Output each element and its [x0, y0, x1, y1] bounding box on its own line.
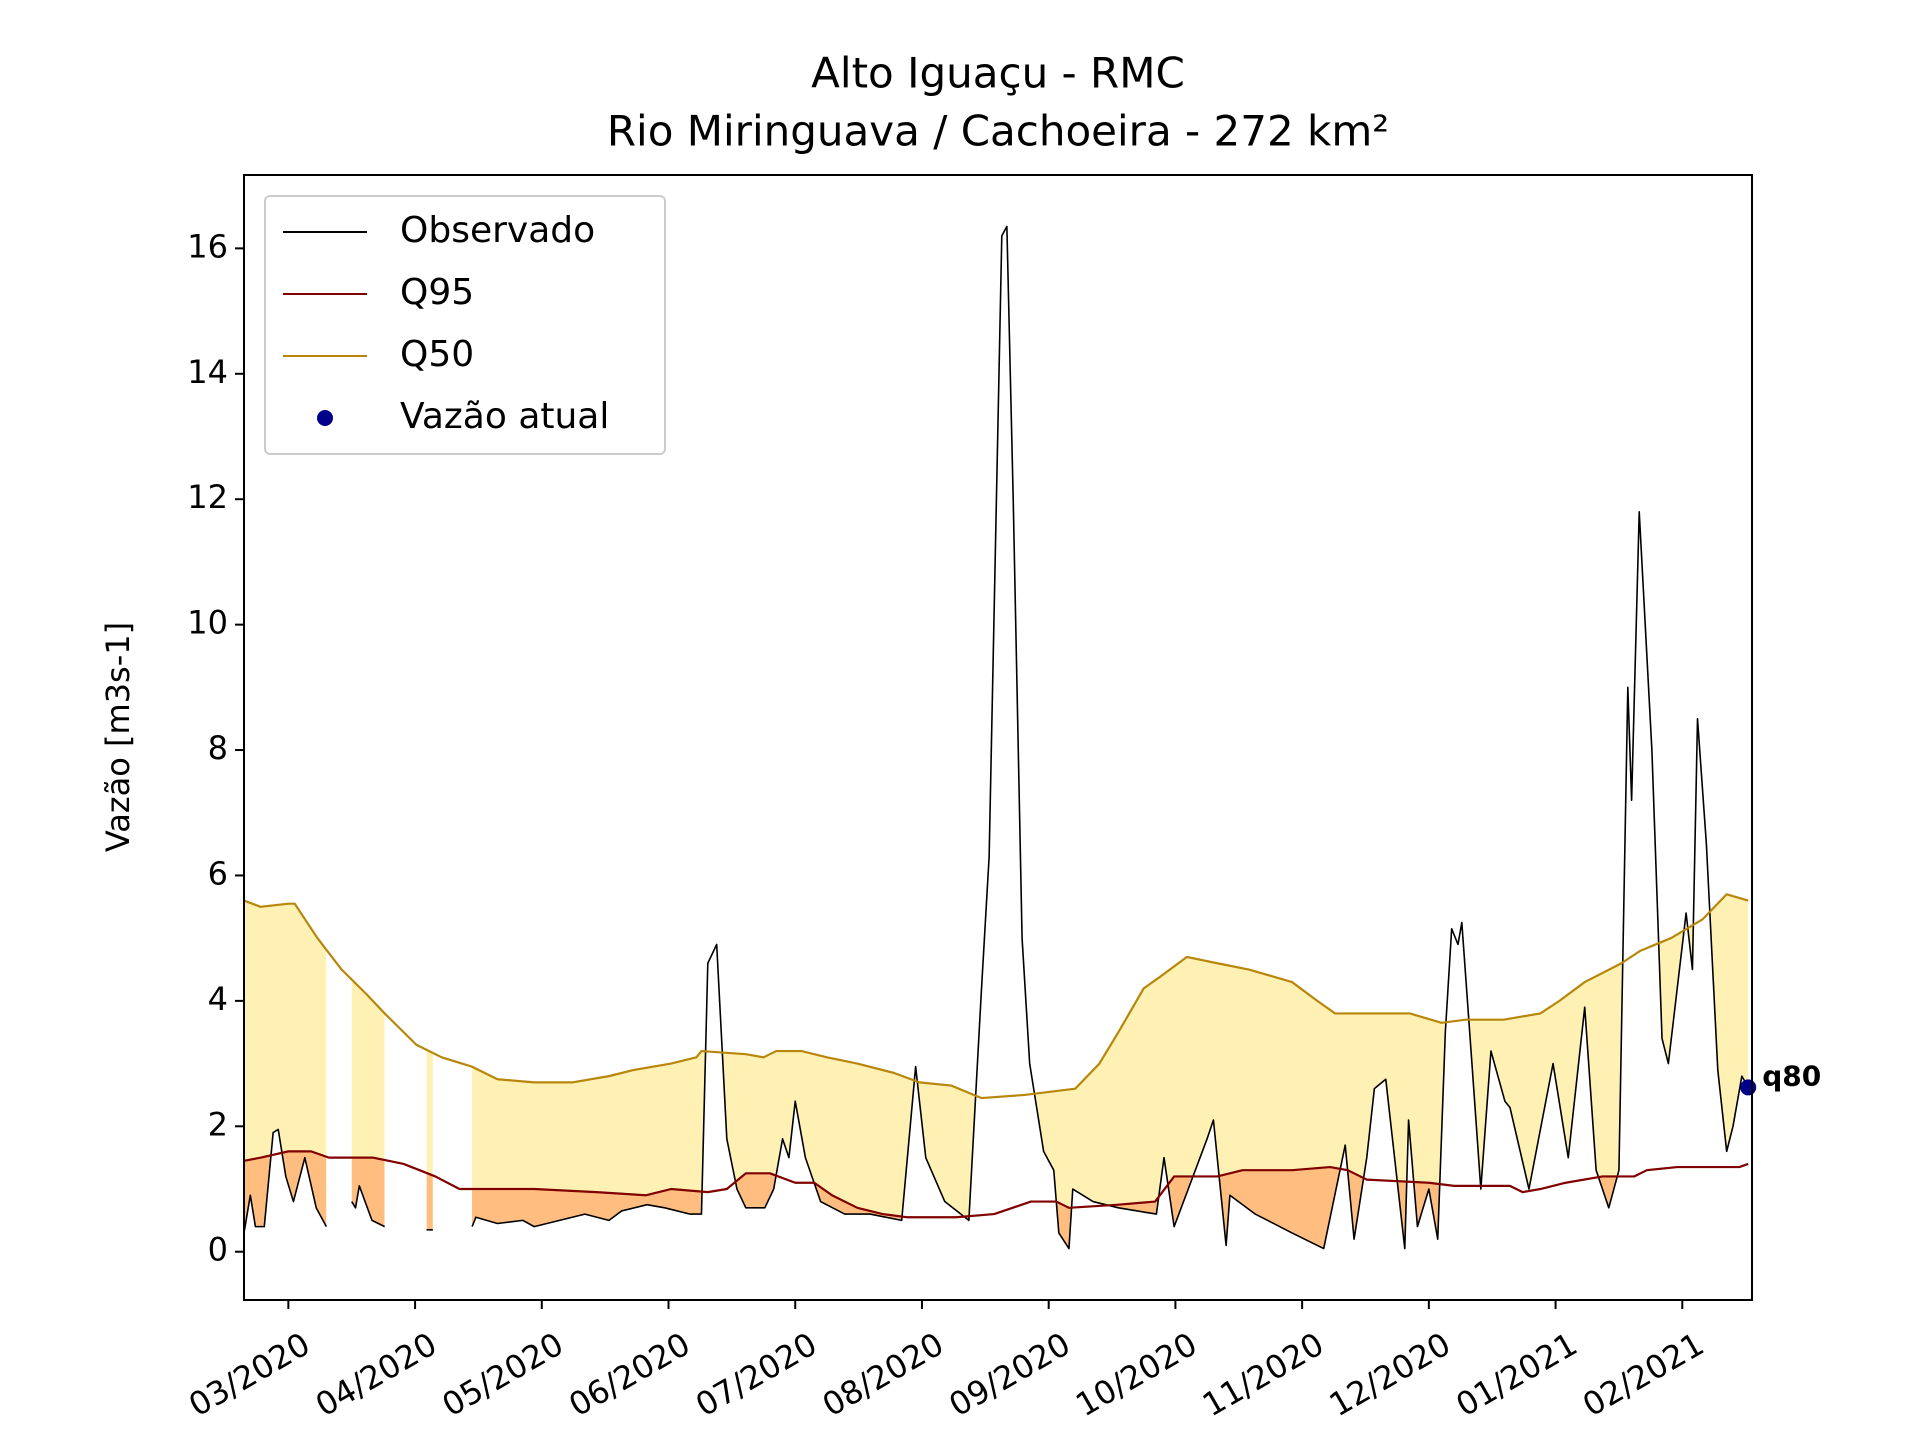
- legend-box: [264, 195, 666, 455]
- x-tick-label: 02/2021: [1576, 1325, 1710, 1424]
- fill-area: [735, 1173, 777, 1209]
- x-tick-label: 06/2020: [562, 1325, 696, 1424]
- series-line: [243, 225, 1749, 1250]
- fill-area: [1218, 1166, 1341, 1249]
- fill-area: [426, 1172, 433, 1231]
- chart-title: Alto Iguaçu - RMC: [811, 49, 1185, 98]
- fill-area: [1034, 956, 1447, 1250]
- fill-area: [351, 1157, 385, 1227]
- y-axis-label: Vazão [m3s-1]: [99, 622, 137, 852]
- legend-label: Vazão atual: [400, 396, 609, 437]
- fill-area: [1468, 962, 1623, 1209]
- y-tick-label: 2: [208, 1105, 228, 1143]
- fill-layer: [243, 894, 1749, 1250]
- current-flow-point: [1740, 1079, 1757, 1096]
- legend-label: Q50: [400, 334, 474, 375]
- x-tick-label: 12/2020: [1323, 1325, 1457, 1424]
- legend-marker: [317, 410, 333, 426]
- y-tick-label: 4: [208, 980, 228, 1018]
- series-line: [243, 893, 1749, 1100]
- y-tick-label: 10: [187, 604, 228, 642]
- x-tick-label: 11/2020: [1196, 1325, 1330, 1424]
- y-tick-label: 12: [187, 478, 228, 516]
- legend-label: Observado: [400, 210, 595, 251]
- y-tick-label: 6: [208, 854, 228, 892]
- y-tick-label: 14: [187, 353, 228, 391]
- x-tick-label: 08/2020: [816, 1325, 950, 1424]
- fill-area: [1168, 1176, 1193, 1227]
- point-annotation: q80: [1762, 1059, 1821, 1092]
- legend: Observado Q95 Q50 Vazão atual: [264, 195, 666, 455]
- series-line: [243, 1150, 1749, 1219]
- legend-label: Q95: [400, 272, 474, 313]
- x-tick-label: 04/2020: [309, 1325, 443, 1424]
- y-tick-label: 8: [208, 729, 228, 767]
- x-tick-label: 09/2020: [943, 1325, 1077, 1424]
- x-tick-label: 03/2020: [182, 1325, 316, 1424]
- x-tick-label: 01/2021: [1449, 1325, 1583, 1424]
- x-tick-label: 05/2020: [436, 1325, 570, 1424]
- chart-subtitle: Rio Miringuava / Cachoeira - 272 km²: [607, 107, 1389, 156]
- y-tick-label: 0: [208, 1231, 228, 1269]
- y-tick-label: 16: [187, 227, 228, 265]
- fill-area: [917, 1081, 976, 1221]
- line-layer: q80: [243, 225, 1821, 1250]
- plot-frame: [243, 174, 1753, 1301]
- x-tick-label: 10/2020: [1069, 1325, 1203, 1424]
- x-tick-label: 07/2020: [689, 1325, 823, 1424]
